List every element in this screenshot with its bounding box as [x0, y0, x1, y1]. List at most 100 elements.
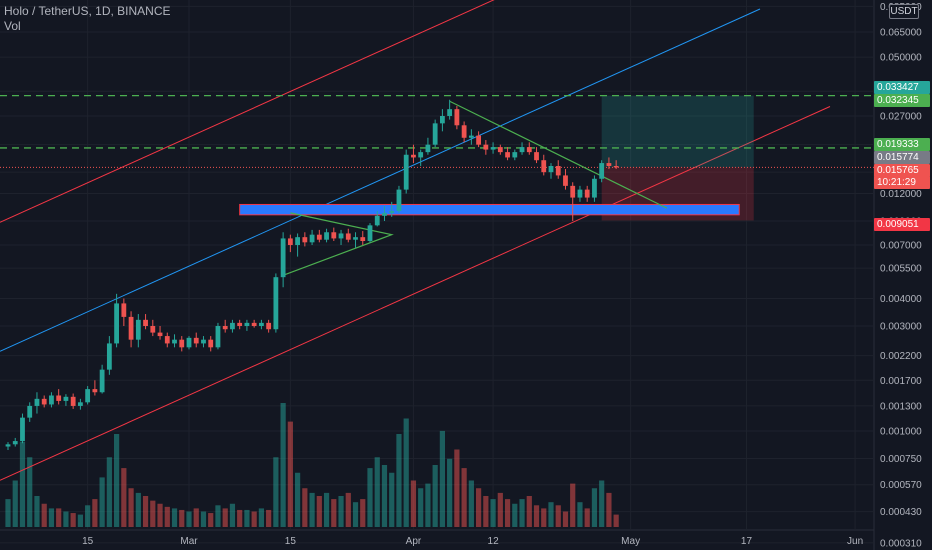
volume-bar	[381, 465, 388, 527]
volume-bar	[193, 508, 199, 527]
price-tick-label: 0.005500	[880, 264, 922, 275]
volume-bar	[331, 499, 337, 527]
candle-body	[367, 225, 373, 242]
price-label-reference: 0.015774	[874, 151, 930, 164]
candle-body	[92, 389, 98, 393]
volume-bar	[468, 480, 474, 527]
candle-body	[237, 322, 243, 326]
volume-bar	[352, 502, 359, 527]
volume-bar	[208, 513, 214, 527]
candle-body	[201, 339, 206, 344]
volume-bar	[512, 503, 518, 527]
volume-bar	[374, 457, 380, 527]
price-tick-label: 0.001700	[880, 376, 922, 387]
price-tick-label: 0.000570	[880, 480, 922, 491]
volume-bar	[591, 488, 598, 527]
volume-bar	[533, 505, 540, 527]
price-label-last: 0.015765	[874, 164, 930, 177]
candle-body	[461, 125, 467, 138]
candle-body	[12, 441, 18, 445]
volume-bar	[287, 421, 293, 527]
candle-body	[172, 339, 177, 344]
support-zone-rectangle	[239, 203, 740, 216]
volume-bar	[215, 505, 221, 527]
currency-unit-badge[interactable]: USDT	[889, 4, 919, 19]
candle-body	[273, 277, 279, 330]
time-tick-label: 12	[488, 536, 500, 547]
volume-bar	[389, 472, 395, 527]
candle-body	[287, 238, 293, 246]
price-tick-label: 0.004000	[880, 294, 922, 305]
candle-body	[563, 175, 568, 186]
candle-body	[259, 322, 264, 326]
price-tick-label: 0.001000	[880, 427, 922, 438]
candle-body	[143, 319, 148, 326]
candle-body	[222, 326, 228, 330]
candle-body	[164, 336, 170, 344]
volume-bar	[476, 488, 482, 527]
volume-bar	[27, 457, 33, 527]
volume-bar	[92, 499, 98, 527]
candle-body	[251, 322, 257, 326]
volume-bar	[186, 511, 192, 527]
candle-body	[230, 322, 235, 330]
volume-bar	[222, 508, 228, 527]
volume-bar	[295, 472, 301, 527]
volume-bar	[135, 492, 141, 527]
volume-bar	[418, 488, 424, 527]
volume-bar	[99, 477, 105, 527]
price-tick-label: 0.012000	[880, 189, 922, 200]
volume-bar	[497, 492, 503, 527]
volume-bar	[237, 509, 243, 527]
volume-bar	[34, 496, 40, 527]
volume-bar	[410, 480, 417, 527]
candle-body	[483, 144, 489, 150]
volume-bar	[483, 496, 489, 527]
volume-bar	[302, 488, 308, 527]
volume-bar	[56, 508, 62, 527]
price-tick-label: 0.003000	[880, 322, 922, 333]
candle-body	[490, 147, 496, 150]
candle-body	[186, 337, 192, 348]
candle-body	[599, 163, 605, 179]
candle-body	[338, 233, 344, 239]
candle-body	[128, 316, 134, 340]
volume-bar	[519, 499, 525, 527]
price-tick-label: 0.050000	[880, 53, 922, 64]
time-tick-label: May	[621, 536, 640, 547]
candle-body	[403, 154, 409, 190]
volume-bar	[150, 500, 156, 527]
candle-body	[425, 144, 431, 153]
volume-bar	[367, 468, 373, 527]
volume-bar	[5, 499, 11, 527]
candle-body	[440, 116, 445, 124]
candle-body	[157, 332, 163, 337]
candle-body	[302, 237, 308, 243]
time-tick-label: 17	[741, 536, 753, 547]
candle-body	[27, 405, 33, 418]
time-tick-label: 15	[285, 536, 297, 547]
candle-body	[63, 396, 69, 401]
volume-bar	[179, 509, 185, 527]
price-tick-label: 0.002200	[880, 351, 922, 362]
volume-bar	[360, 499, 366, 527]
volume-bar	[425, 483, 431, 527]
price-tick-label: 0.027000	[880, 112, 922, 123]
candle-body	[519, 147, 525, 153]
volume-bar	[280, 403, 286, 527]
volume-bar	[12, 480, 18, 527]
volume-bar	[106, 457, 112, 527]
price-label-target-high: 0.033427	[874, 81, 930, 94]
volume-bar	[526, 496, 532, 527]
volume-bar	[548, 502, 554, 527]
candle-body	[411, 154, 416, 158]
volume-bar	[403, 418, 409, 527]
volume-bar	[229, 503, 236, 527]
candle-body	[555, 166, 561, 176]
volume-bar	[439, 430, 445, 527]
volume-bar	[599, 480, 605, 527]
volume-bar	[606, 492, 612, 527]
candle-body	[454, 109, 460, 126]
candle-body	[179, 339, 185, 348]
